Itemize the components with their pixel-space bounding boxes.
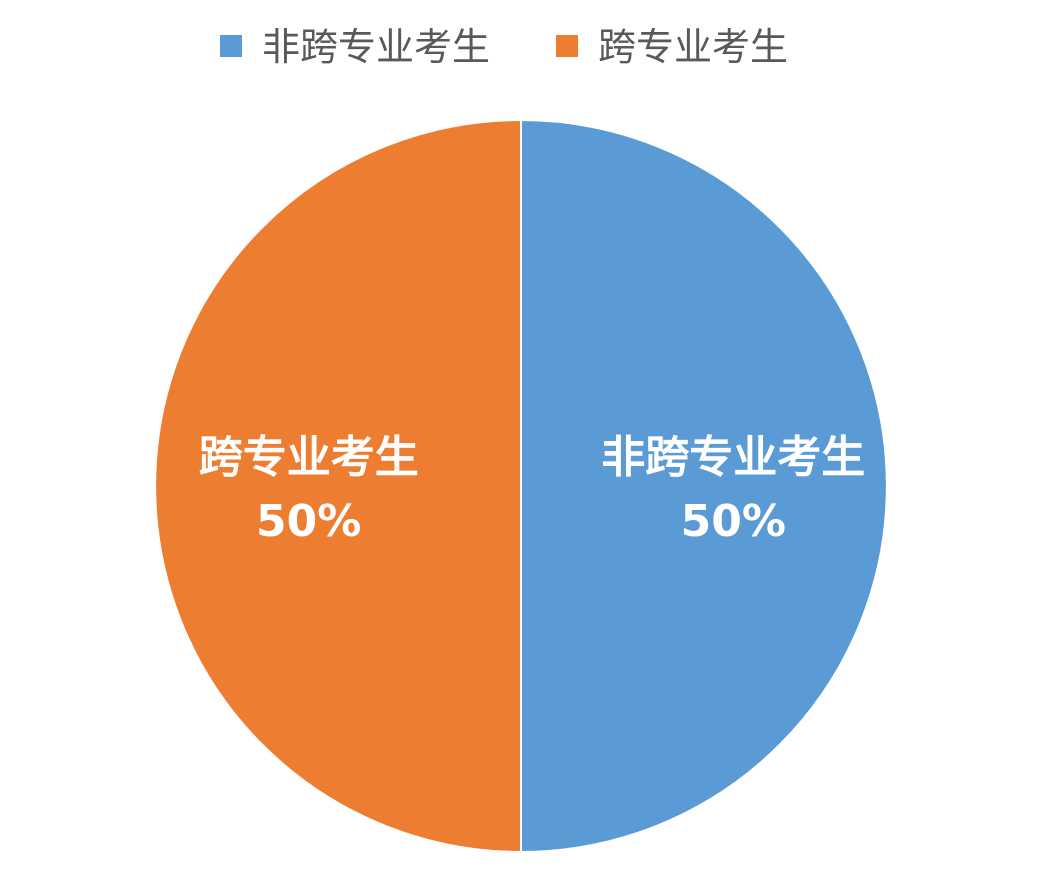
slice-category-label-1: 跨专业考生 xyxy=(199,432,419,483)
pie-slice-1 xyxy=(154,118,522,854)
legend: 非跨专业考生 跨专业考生 xyxy=(220,25,788,69)
slice-category-label-0: 非跨专业考生 xyxy=(601,432,865,483)
legend-label-1: 跨专业考生 xyxy=(598,25,788,69)
legend-swatch-0 xyxy=(220,35,242,57)
slice-percent-label-1: 50% xyxy=(256,496,361,547)
pie-slices xyxy=(154,118,888,854)
legend-label-0: 非跨专业考生 xyxy=(262,25,490,69)
slice-percent-label-0: 50% xyxy=(681,496,786,547)
pie-slice-0 xyxy=(520,118,888,854)
legend-swatch-1 xyxy=(556,35,578,57)
slice-labels: 非跨专业考生 50% 跨专业考生 50% xyxy=(199,432,866,547)
